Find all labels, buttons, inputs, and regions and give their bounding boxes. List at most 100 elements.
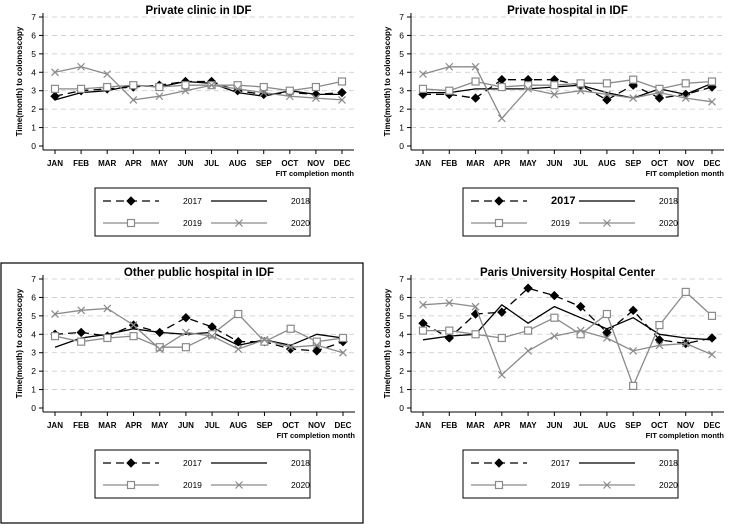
data-point [103, 333, 112, 343]
data-point [129, 96, 138, 104]
data-point [311, 94, 320, 103]
y-axis-label: Time(month) to colonoscopy [383, 288, 392, 398]
x-tick-label: JAN [47, 421, 63, 430]
x-tick-label: MAR [466, 159, 484, 168]
legend-box [94, 187, 311, 237]
x-tick-label: APR [125, 421, 142, 430]
data-point [602, 334, 611, 342]
y-tick-label: 6 [399, 30, 404, 40]
y-axis-label: Time(month) to colonoscopy [15, 26, 24, 136]
y-tick-label: 5 [31, 49, 36, 59]
data-point [708, 350, 716, 359]
legend-label: 2019 [183, 480, 202, 490]
data-point [445, 62, 454, 71]
x-tick-label: NOV [308, 421, 326, 430]
legend-label: 2018 [291, 196, 310, 206]
y-tick-label: 4 [31, 329, 36, 339]
data-point [471, 77, 480, 86]
data-point [234, 309, 243, 319]
legend-box [462, 187, 679, 237]
data-point [208, 332, 217, 341]
series-2017 [418, 74, 717, 105]
data-point [549, 290, 560, 301]
series-line-2017 [423, 79, 713, 101]
data-point [445, 299, 454, 307]
data-point [207, 81, 216, 90]
data-point [524, 84, 533, 93]
data-point [418, 326, 428, 335]
data-point [497, 82, 506, 92]
x-tick-label: DEC [335, 421, 352, 430]
x-tick-label: JAN [415, 421, 431, 430]
data-point [155, 345, 164, 353]
data-point [576, 86, 585, 95]
legend-box [94, 449, 311, 499]
data-point [50, 332, 60, 341]
series-line-2020 [422, 302, 713, 376]
data-point [338, 333, 348, 343]
y-tick-label: 3 [31, 86, 36, 96]
data-point [707, 333, 717, 343]
data-point [207, 322, 217, 332]
data-point [550, 90, 559, 99]
x-tick-label: MAY [151, 421, 169, 430]
y-tick-label: 0 [31, 141, 36, 151]
data-point [602, 79, 612, 88]
series-2020 [419, 299, 716, 379]
y-tick-label: 5 [399, 49, 404, 59]
data-point [471, 302, 480, 311]
data-point [129, 332, 138, 341]
x-axis-label: FIT completion month [277, 431, 356, 440]
x-tick-label: MAY [520, 421, 538, 430]
data-point [628, 305, 638, 316]
legend: 2017 2018 2019 2020 [94, 187, 311, 237]
x-tick-label: MAY [520, 159, 538, 168]
y-tick-label: 4 [31, 67, 36, 77]
data-point [576, 326, 585, 335]
series-line-2019 [423, 291, 713, 387]
x-tick-label: AUG [598, 159, 616, 168]
x-tick-label: JAN [47, 159, 63, 168]
data-point [602, 95, 612, 105]
x-tick-label: MAR [466, 421, 484, 430]
chart-panel-2: Private hospital in IDF 0 1 2 3 4 5 6 7 Time(mont… [383, 5, 724, 237]
data-point [497, 307, 507, 317]
y-tick-label: 6 [399, 292, 404, 302]
data-point [312, 341, 321, 350]
x-tick-label: JAN [415, 159, 431, 168]
chart-title: Other public hospital in IDF [124, 267, 274, 279]
data-point [445, 86, 454, 95]
x-tick-label: MAR [98, 159, 116, 168]
panel-frame [0, 262, 364, 524]
data-point [207, 330, 217, 339]
x-tick-label: MAR [98, 421, 116, 430]
series-2020 [419, 62, 716, 123]
y-tick-label: 1 [31, 123, 36, 133]
x-tick-label: DEC [334, 159, 351, 168]
series-2018 [54, 80, 342, 101]
y-tick-label: 5 [399, 311, 404, 321]
legend-box [462, 449, 679, 499]
data-point [708, 97, 716, 106]
data-point [471, 62, 480, 71]
chart-title: Paris University Hospital Center [480, 267, 656, 279]
x-tick-label: SEP [625, 421, 642, 430]
legend-label: 2018 [659, 458, 678, 468]
legend-label: 2020 [291, 480, 310, 490]
x-tick-label: SEP [256, 159, 273, 168]
legend-marker [126, 196, 136, 206]
x-tick-label: FEB [73, 421, 89, 430]
data-point [337, 77, 347, 86]
legend-label: 2019 [551, 480, 570, 490]
data-point [338, 96, 346, 104]
data-point [602, 90, 611, 99]
data-point [181, 312, 191, 323]
y-tick-label: 0 [31, 403, 36, 413]
y-axis-label: Time(month) to colonoscopy [15, 288, 24, 398]
series-2018 [54, 328, 344, 348]
data-point [681, 287, 690, 296]
y-tick-label: 1 [399, 123, 404, 133]
data-point [286, 324, 295, 333]
data-point [576, 79, 585, 88]
chart-title: Private clinic in IDF [145, 5, 251, 17]
